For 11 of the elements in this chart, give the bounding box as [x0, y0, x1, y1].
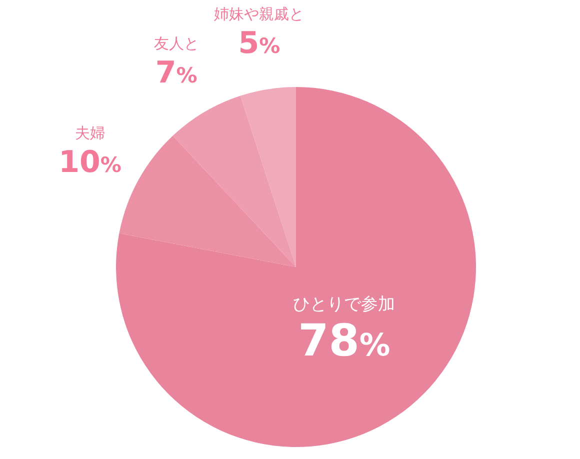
data-label: 10% [58, 144, 122, 180]
pie-slice [240, 87, 296, 267]
slice-label: 夫婦 [75, 124, 106, 142]
slice-label: ひとりで参加 [293, 294, 396, 314]
data-label: 78% [298, 315, 390, 366]
data-label: 5% [238, 26, 280, 61]
pie-slice [119, 136, 296, 267]
pie-slice [172, 96, 296, 267]
slice-label: 友人と [154, 34, 199, 53]
data-label: 7% [155, 56, 198, 91]
slice-label: 姉妹や親戚と [214, 4, 304, 23]
